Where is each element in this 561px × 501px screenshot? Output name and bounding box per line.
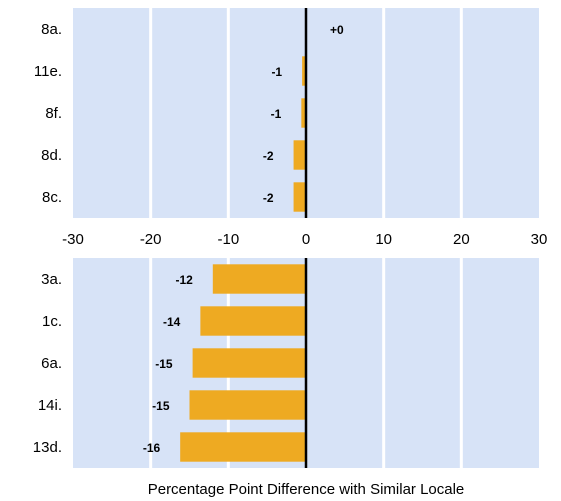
top-bar	[293, 140, 306, 170]
bottom-category-label: 6a.	[41, 355, 62, 372]
x-tick-label: 30	[531, 231, 548, 248]
bottom-category-label: 1c.	[42, 313, 62, 330]
top-data-label: -2	[263, 149, 274, 163]
top-category-label: 8a.	[41, 21, 62, 38]
x-axis-title: Percentage Point Difference with Similar…	[148, 481, 465, 498]
bottom-bar	[192, 348, 306, 378]
x-tick-label: -20	[140, 231, 162, 248]
top-panel: 8a. +0 11e. -1 8f. -1 8d. -2 8c. -2	[34, 8, 539, 218]
top-category-label: 8d.	[41, 147, 62, 164]
bottom-bar	[200, 306, 306, 336]
bottom-category-label: 14i.	[38, 397, 62, 414]
bottom-data-label: -16	[143, 441, 161, 455]
bottom-category-label: 13d.	[33, 439, 62, 456]
top-data-label: -1	[271, 65, 282, 79]
x-tick-label: -10	[217, 231, 239, 248]
bottom-bar	[212, 264, 306, 294]
bottom-bar	[180, 432, 306, 462]
x-tick-label: 20	[453, 231, 470, 248]
top-category-label: 11e.	[34, 63, 62, 80]
bottom-data-label: -14	[163, 315, 181, 329]
top-category-label: 8c.	[42, 189, 62, 206]
x-tick-label: 0	[302, 231, 310, 248]
x-tick-label: 10	[375, 231, 392, 248]
bottom-bar	[189, 390, 306, 420]
x-tick-label: -30	[62, 231, 84, 248]
top-data-label: -1	[271, 107, 282, 121]
top-category-label: 8f.	[45, 105, 62, 122]
bottom-data-label: -15	[155, 357, 173, 371]
top-bar	[302, 56, 306, 86]
top-data-label: +0	[330, 23, 344, 37]
top-bar	[293, 182, 306, 212]
top-bar	[301, 98, 306, 128]
bottom-data-label: -15	[152, 399, 170, 413]
bottom-data-label: -12	[175, 273, 193, 287]
x-axis: -30 -20 -10 0 10 20 30	[62, 231, 547, 248]
top-data-label: -2	[263, 191, 274, 205]
bottom-panel: 3a. -12 1c. -14 6a. -15 14i. -15 13d. -16	[33, 258, 539, 468]
bottom-category-label: 3a.	[41, 271, 62, 288]
